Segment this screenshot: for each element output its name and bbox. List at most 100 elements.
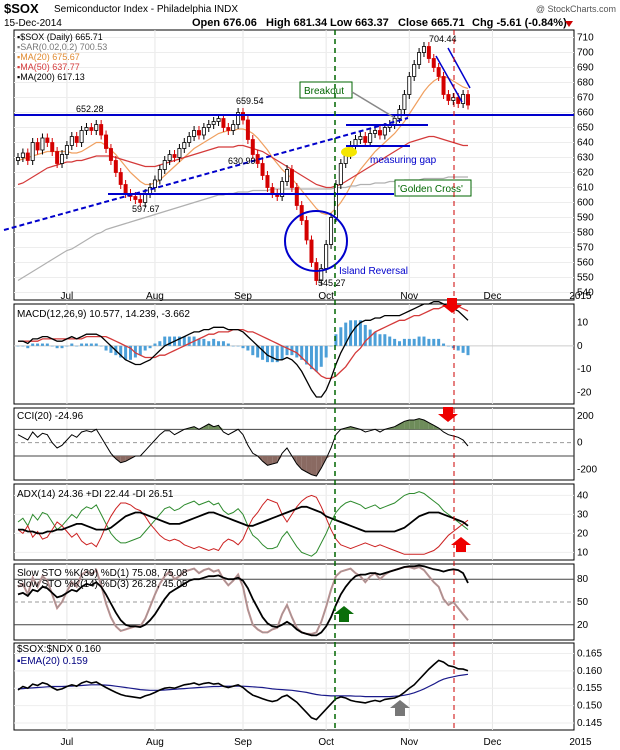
- candle-body: [324, 244, 329, 269]
- level-label-659: 659.54: [236, 96, 264, 106]
- price-tick-label: 710: [577, 33, 594, 44]
- macd-histogram-bar: [241, 345, 245, 349]
- macd-histogram-bar: [358, 320, 362, 346]
- macd-histogram-bar: [158, 341, 162, 346]
- adx-up-arrow-icon: [451, 537, 471, 552]
- candle-body: [294, 187, 299, 206]
- candle-body: [270, 187, 275, 194]
- candle-body: [226, 127, 231, 131]
- legend-ma20: ▪MA(20) 675.67: [17, 52, 80, 62]
- macd-histogram-bar: [65, 345, 69, 347]
- macd-histogram-bar: [45, 343, 49, 346]
- candle-body: [431, 58, 436, 68]
- level-label-630: 630.99: [228, 156, 256, 166]
- adx-tick-label: 10: [577, 547, 589, 558]
- candle-body: [417, 52, 422, 65]
- breakout-label: Breakout: [304, 86, 344, 97]
- month-tick-label: Oct: [318, 291, 334, 302]
- sto-tick-label: 20: [577, 620, 589, 631]
- price-tick-label: 540: [577, 288, 594, 299]
- candle-body: [446, 94, 451, 101]
- measuring-gap-marker: [341, 147, 357, 157]
- candle-body: [382, 127, 387, 136]
- candle-body: [319, 268, 324, 281]
- month-tick-label-bottom: Aug: [146, 737, 164, 748]
- cci-oversold-fill: [277, 456, 283, 463]
- cci-oversold-fill: [296, 456, 302, 470]
- macd-panel: 10 0 -10 -20: [14, 301, 592, 398]
- rising-trendline: [3, 117, 409, 231]
- high-point-label: 704.44: [429, 34, 457, 44]
- macd-histogram-bar: [55, 345, 59, 349]
- sto-slow-line: [17, 564, 469, 637]
- candle-body: [60, 154, 65, 164]
- candle-body: [426, 46, 431, 59]
- candle-body: [363, 136, 368, 143]
- candle-body: [64, 145, 69, 155]
- price-tick-label: 650: [577, 123, 594, 134]
- price-tick-label: 580: [577, 228, 594, 239]
- macd-histogram-bar: [451, 345, 455, 349]
- cci-overbought-fill: [394, 424, 400, 430]
- candle-body: [196, 130, 201, 136]
- macd-histogram-bar: [456, 345, 460, 351]
- candle-body: [421, 46, 426, 53]
- level-label-597: 597.67: [132, 204, 160, 214]
- candle-body: [285, 169, 290, 182]
- candle-body: [377, 130, 382, 136]
- macd-histogram-bar: [319, 345, 323, 367]
- candle-body: [451, 97, 456, 101]
- ratio-ema-label: ▪EMA(20) 0.159: [17, 656, 88, 667]
- macd-histogram-bar: [388, 336, 392, 346]
- macd-histogram-bar: [275, 345, 279, 363]
- candle-body: [20, 152, 25, 158]
- candle-body: [15, 157, 20, 161]
- macd-histogram-bar: [256, 345, 260, 358]
- cci-oversold-fill: [115, 456, 121, 463]
- cci-tick-label: -200: [577, 464, 597, 475]
- cci-overbought-fill: [428, 422, 434, 430]
- macd-histogram-bar: [427, 338, 431, 346]
- macd-histogram-bar: [442, 343, 446, 346]
- candle-body: [280, 181, 285, 197]
- candle-body: [436, 67, 441, 77]
- macd-histogram-bar: [16, 345, 20, 347]
- ratio-tick-label: 0.150: [577, 701, 602, 712]
- candle-body: [206, 124, 211, 128]
- candle-body: [55, 151, 60, 164]
- macd-histogram-bar: [148, 345, 152, 349]
- panel-frame: [13, 407, 575, 481]
- candle-body: [108, 148, 113, 161]
- price-tick-label: 640: [577, 138, 594, 149]
- candle-body: [250, 139, 255, 155]
- macd-histogram-bar: [217, 341, 221, 346]
- macd-histogram-bar: [187, 336, 191, 346]
- cci-oversold-fill: [267, 456, 273, 466]
- price-tick-label: 610: [577, 183, 594, 194]
- price-tick-label: 630: [577, 153, 594, 164]
- month-tick-label: Nov: [400, 291, 418, 302]
- ratio-tick-label: 0.160: [577, 666, 602, 677]
- candle-body: [35, 142, 40, 151]
- adx-line: [18, 505, 469, 535]
- cci-oversold-fill: [306, 456, 312, 475]
- candle-body: [99, 124, 104, 136]
- macd-line: [18, 301, 469, 398]
- cci-tick-label: 200: [577, 411, 594, 422]
- candle-body: [123, 184, 128, 194]
- stochastic-panel: 80 50 20: [14, 564, 589, 637]
- panel-frame: [13, 642, 575, 731]
- macd-histogram-bar: [398, 341, 402, 346]
- price-tick-label: 670: [577, 93, 594, 104]
- price-tick-label: 560: [577, 258, 594, 269]
- macd-histogram-bar: [207, 341, 211, 346]
- macd-histogram-bar: [80, 343, 84, 346]
- sto-up-arrow-icon: [334, 606, 354, 622]
- adx-panel: 40 30 20 10: [14, 490, 589, 558]
- price-tick-label: 590: [577, 213, 594, 224]
- candle-body: [461, 94, 466, 104]
- cci-oversold-fill: [120, 456, 126, 463]
- macd-histogram-bar: [324, 345, 328, 358]
- candle-body: [329, 217, 334, 245]
- ratio-line: [17, 659, 469, 721]
